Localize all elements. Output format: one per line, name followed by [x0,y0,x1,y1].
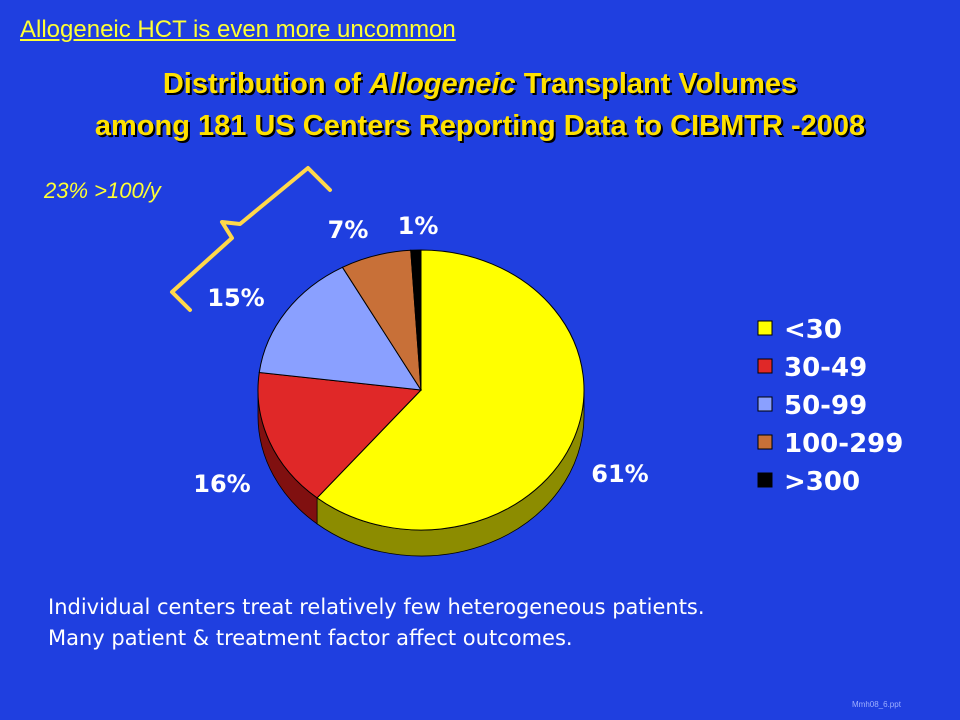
pie-slices [257,249,585,531]
pie-labels: 61% 16% 15% 7% 1% [193,212,648,498]
pie-label-gt300: 1% [398,212,439,240]
title-suffix: Transplant Volumes [515,68,798,100]
legend-swatch-lt30 [757,320,773,336]
footer-text: Individual centers treat relatively few … [48,592,705,654]
pie-label-lt30: 61% [591,460,648,488]
legend-label-30-49: 30-49 [784,353,867,383]
pie-slice-30-49 [257,371,423,499]
pie-label-100-299: 7% [328,216,369,244]
pie-slice-gt300 [410,249,422,391]
chart-title-line1: Distribution of Allogeneic Transplant Vo… [0,68,960,101]
grouping-brace [170,166,332,312]
title-italic-word: Allogeneic [369,68,516,100]
legend-label-100-299: 100-299 [784,429,903,459]
pie-slice-lt30 [316,249,585,531]
legend-swatch-50-99 [757,396,773,412]
slide-header: Allogeneic HCT is even more uncommon [20,16,456,43]
legend-label-lt30: <30 [784,315,842,345]
pie-label-50-99: 15% [207,284,264,312]
legend-label-gt300: >300 [784,467,860,497]
pie-label-30-49: 16% [193,470,250,498]
file-name: Mmh08_6.ppt [852,700,901,709]
legend-swatch-30-49 [757,358,773,374]
chart-title-line2: among 181 US Centers Reporting Data to C… [94,110,866,142]
legend-swatch-100-299 [757,434,773,450]
pie-slice-50-99 [258,266,422,391]
chart-legend: <30 30-49 50-99 100-299 >300 [757,315,903,497]
legend-label-50-99: 50-99 [784,391,867,421]
footer-line2: Many patient & treatment factor affect o… [48,626,573,650]
legend-swatch-gt300 [757,472,773,488]
brace-annotation: 23% >100/y [44,178,161,203]
title-prefix: Distribution of [162,68,370,100]
footer-line1: Individual centers treat relatively few … [48,595,705,619]
